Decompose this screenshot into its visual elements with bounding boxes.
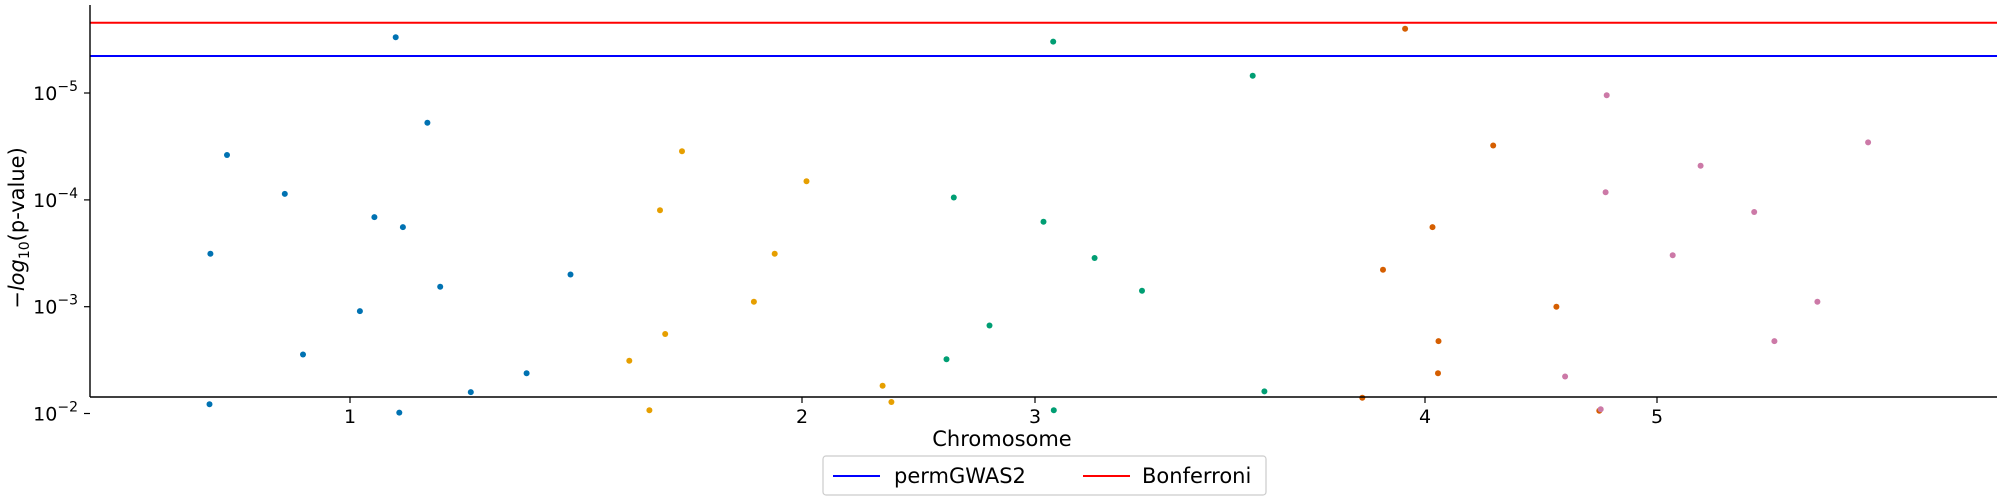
chromosome-3-snp-point	[1139, 287, 1145, 294]
chromosome-2-snp-point	[750, 298, 757, 305]
chromosome-1-snp-point	[399, 224, 406, 231]
y-tick-label: 10−2	[33, 400, 78, 426]
chromosome-1-snp-point	[356, 308, 363, 315]
threshold-lines	[90, 21, 1997, 57]
chromosome-3-snp-point	[986, 322, 993, 329]
chromosome-1-snp-point	[523, 370, 530, 377]
y-tick-label: 10−4	[33, 186, 78, 212]
chromosome-1-snp-point	[206, 401, 213, 408]
x-axis-ticks: 1 2 3 4 5	[344, 397, 1663, 428]
chromosome-2-snp-point	[803, 178, 810, 185]
chromosome-2-snp-point	[879, 382, 886, 389]
legend-label-bonferroni: Bonferroni	[1142, 464, 1251, 488]
chromosome-1-snp-point	[396, 409, 403, 416]
chromosome-3-snp-point	[1261, 388, 1268, 395]
chromosome-1-snp-point	[567, 271, 574, 278]
chromosome-3-snp-point	[1091, 255, 1098, 261]
chromosome-4-snp-point	[1429, 224, 1436, 231]
chromosome-2-snp-point	[626, 357, 633, 364]
chromosome-5-snp-point	[1751, 209, 1758, 215]
x-tick-label-chromosome-2: 2	[796, 406, 808, 428]
chromosome-4-snp-point	[1359, 394, 1366, 401]
x-tick-label-chromosome-3: 3	[1029, 406, 1041, 428]
chromosome-1-snp-point	[424, 119, 431, 126]
chromosome-5-snp-point	[1669, 252, 1676, 259]
chromosome-5-snp-point	[1602, 189, 1609, 196]
chromosome-5-snp-point	[1814, 298, 1821, 305]
y-tick-label: 10−5	[33, 79, 78, 105]
chromosome-3-snp-point	[950, 194, 957, 201]
chromosome-3-snp-point	[1040, 218, 1047, 225]
x-axis-label: Chromosome	[932, 427, 1071, 451]
chromosome-4-snp-point	[1380, 266, 1386, 273]
chromosome-4-snp-point	[1402, 25, 1409, 32]
y-tick-label: 10−3	[33, 293, 78, 319]
chromosome-4-snp-point	[1553, 303, 1560, 310]
legend-box	[822, 455, 1267, 496]
legend-label-permgwas2: permGWAS2	[894, 464, 1026, 488]
chromosome-4-snp-point	[1490, 142, 1497, 149]
chromosome-3-snp-point	[1249, 72, 1256, 79]
chromosome-5-snp-point	[1603, 92, 1610, 99]
chromosome-4-snp-point	[1435, 338, 1442, 345]
chromosome-2-snp-point	[888, 399, 895, 405]
legend: permGWAS2 Bonferroni	[822, 455, 1267, 496]
chromosome-1-snp-point	[371, 214, 378, 221]
chromosome-2-snp-point	[646, 407, 653, 414]
chromosome-1-snp-point	[437, 283, 444, 290]
y-axis-ticks: 10−5 10−4 10−3 10−2	[33, 79, 90, 426]
chromosome-5-snp-point	[1865, 139, 1872, 146]
chromosome-2-snp-point	[771, 250, 778, 257]
chromosome-1-snp-point	[392, 34, 399, 41]
x-tick-label-chromosome-5: 5	[1651, 406, 1663, 428]
chromosome-5-snp-point	[1597, 406, 1604, 413]
chromosome-2-snp-point	[657, 207, 663, 214]
chromosome-2-snp-point	[662, 331, 669, 337]
chromosome-2-snp-point	[679, 148, 685, 155]
chromosome-4-snp-point	[1435, 370, 1441, 377]
chromosome-5-snp-point	[1771, 338, 1778, 345]
chromosome-1-snp-point	[224, 152, 230, 158]
chromosome-1-snp-point	[300, 351, 306, 358]
chromosome-5-snp-point	[1562, 373, 1569, 380]
chromosome-1-snp-point	[467, 389, 474, 396]
chromosome-1-snp-point	[207, 250, 214, 257]
x-tick-label-chromosome-4: 4	[1419, 406, 1431, 428]
y-axis-label: −log10(p-value)	[5, 147, 33, 309]
chromosome-3-snp-point	[943, 356, 950, 363]
x-tick-label-chromosome-1: 1	[344, 406, 356, 428]
chromosome-1-snp-point	[281, 190, 288, 197]
chromosome-3-snp-point	[1050, 38, 1057, 45]
data-points	[206, 25, 1872, 416]
chromosome-3-snp-point	[1050, 407, 1057, 414]
chromosome-5-snp-point	[1697, 162, 1704, 169]
